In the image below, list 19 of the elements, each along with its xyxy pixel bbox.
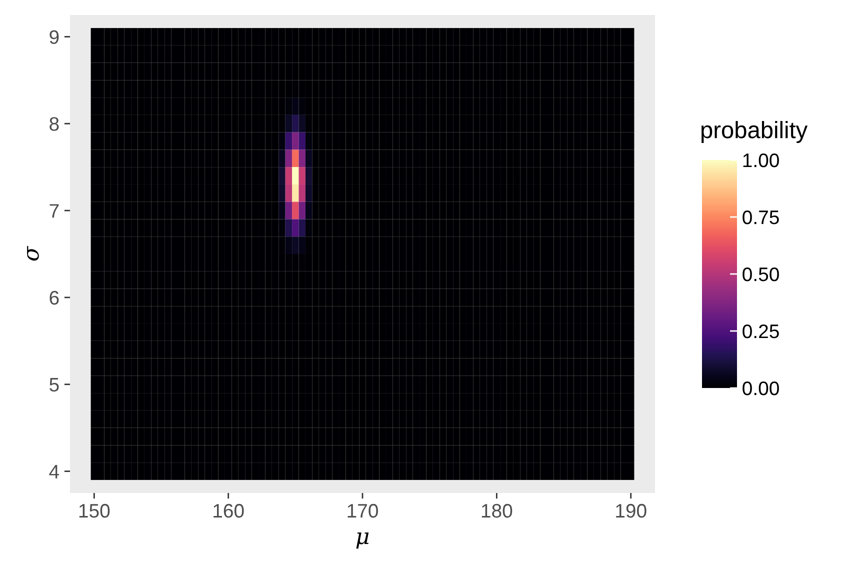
color-bar-label: 0.50 [742, 267, 779, 282]
color-bar-label: 0.75 [742, 210, 779, 224]
y-axis-title: σ [27, 246, 39, 261]
y-tick-label: 4 [49, 464, 60, 478]
y-tick-label: 9 [50, 30, 59, 44]
y-tick-label: 8 [50, 117, 59, 131]
x-tick-label: 160 [214, 504, 244, 518]
y-tick-label: 7 [50, 204, 59, 218]
color-bar-label: 0.25 [742, 324, 779, 338]
color-bar-label: 0.00 [742, 381, 779, 396]
y-tick-label: 6 [50, 290, 59, 305]
x-tick-label: 150 [79, 504, 110, 518]
x-axis-title: μ [356, 532, 369, 549]
x-tick-label: 170 [348, 504, 378, 518]
color-bar-label: 1.00 [743, 153, 779, 168]
x-tick-label: 190 [616, 504, 646, 518]
x-tick-label: 180 [482, 504, 512, 518]
color-bar-title: probability [702, 120, 808, 144]
y-tick-label: 5 [50, 378, 59, 392]
